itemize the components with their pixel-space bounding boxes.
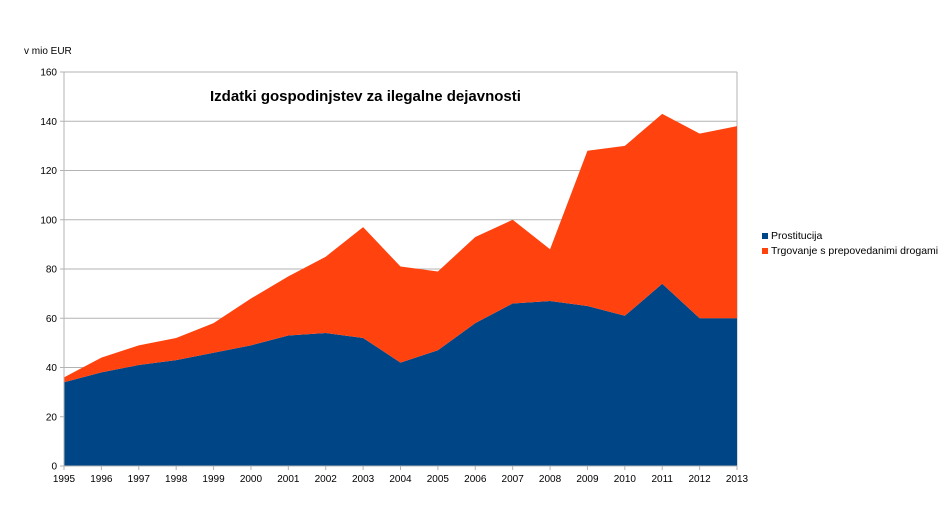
- x-tick-label: 2005: [427, 474, 450, 485]
- x-tick-label: 2006: [464, 474, 487, 485]
- area-series-prostitucija: [64, 283, 737, 466]
- area-series: [64, 113, 737, 466]
- y-tick-label: 20: [46, 412, 58, 423]
- y-tick-label: 140: [40, 117, 57, 128]
- y-tick-label: 60: [46, 314, 58, 325]
- y-tick-label: 40: [46, 363, 58, 374]
- x-tick-label: 1995: [53, 474, 76, 485]
- legend-swatch-prostitucija: [762, 232, 768, 239]
- x-tick-label: 2012: [688, 474, 711, 485]
- x-tick-label: 2000: [240, 474, 263, 485]
- x-tick-label: 2009: [576, 474, 599, 485]
- chart-title: Izdatki gospodinjstev za ilegalne dejavn…: [210, 88, 521, 105]
- x-tick-label: 2008: [539, 474, 562, 485]
- legend-item-prostitucija: Prostitucija: [762, 228, 938, 243]
- x-tick-label: 2013: [726, 474, 749, 485]
- x-tick-label: 2001: [277, 474, 300, 485]
- legend-item-drugs: Trgovanje s prepovedanimi drogami: [762, 243, 938, 258]
- y-tick-label: 100: [40, 215, 57, 226]
- y-tick-label: 80: [46, 265, 58, 276]
- area-series-drugs: [64, 113, 737, 383]
- legend-label-prostitucija: Prostitucija: [771, 229, 823, 242]
- y-tick-label: 160: [40, 68, 57, 79]
- x-tick-labels: 1995 1996 1997 1998 1999 2000 2001 2002 2003 2004…: [53, 474, 749, 485]
- axes: [60, 71, 738, 470]
- legend: Prostitucija Trgovanje s prepovedanimi d…: [762, 228, 938, 258]
- legend-label-drugs: Trgovanje s prepovedanimi drogami: [771, 244, 939, 257]
- x-tick-label: 1997: [128, 474, 151, 485]
- x-tick-label: 2002: [315, 474, 338, 485]
- y-tick-label: 0: [51, 462, 57, 473]
- x-tick-label: 1998: [165, 474, 188, 485]
- x-tick-label: 2007: [502, 474, 525, 485]
- y-tick-label: 120: [40, 166, 57, 177]
- legend-swatch-drugs: [762, 247, 768, 254]
- x-tick-label: 2010: [614, 474, 637, 485]
- x-tick-label: 1996: [90, 474, 113, 485]
- x-tick-label: 2011: [651, 474, 673, 485]
- x-tick-label: 2003: [352, 474, 375, 485]
- y-axis-unit-label: v mio EUR: [24, 46, 72, 57]
- x-tick-label: 1999: [202, 474, 225, 485]
- y-tick-labels: 0 20 40 60 80 100 120 140 160: [40, 68, 57, 473]
- x-tick-label: 2004: [389, 474, 412, 485]
